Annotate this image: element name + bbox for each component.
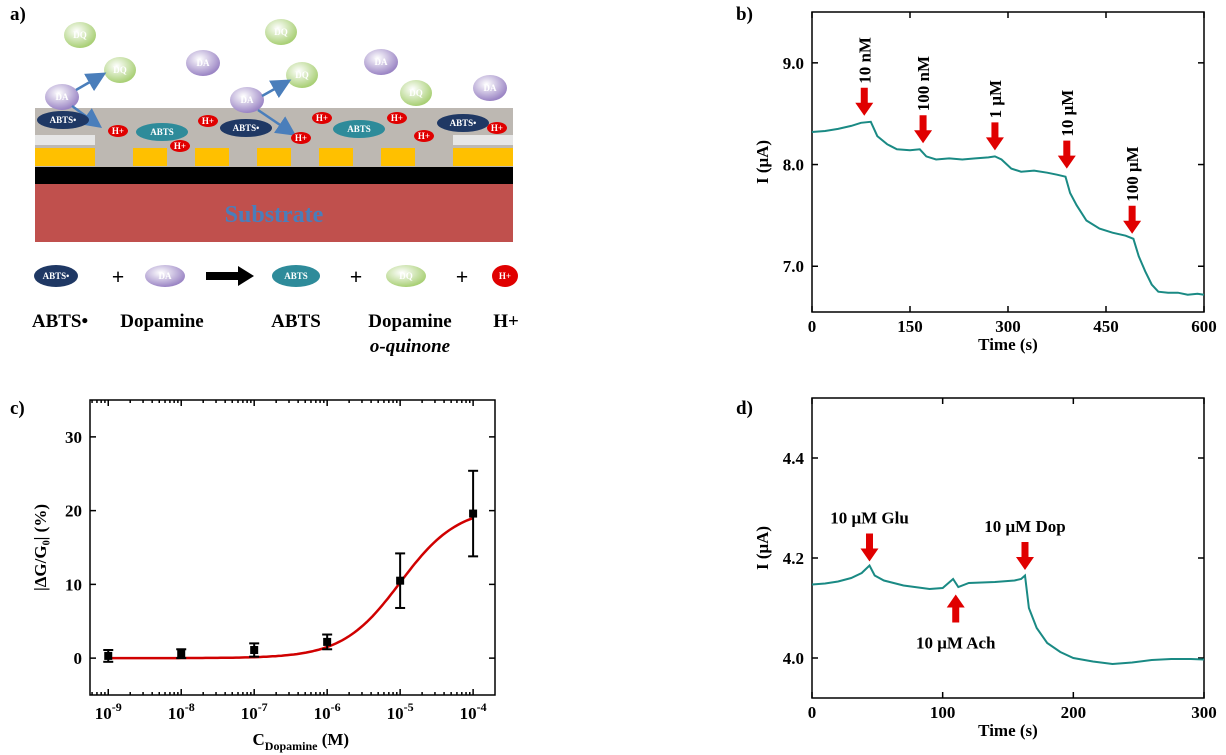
- concentration-label: 1 μM: [986, 80, 1005, 118]
- chart-c: 10-9 10-8 10-7 10-6 10-5 10-4 0 10 20 30 CDopamine…: [31, 400, 495, 753]
- event-arrow: [1016, 542, 1034, 570]
- x-tick-label: 450: [1093, 317, 1119, 336]
- concentration-label: 10 nM: [855, 37, 874, 84]
- x-tick-label: 100: [930, 703, 956, 722]
- x-tick-label: 10-8: [168, 700, 195, 723]
- event-arrow: [914, 115, 932, 143]
- x-axis-label: Time (s): [978, 721, 1038, 740]
- data-line: [812, 122, 1204, 295]
- data-point: [323, 638, 331, 646]
- event-arrow: [1058, 141, 1076, 169]
- y-axis-label: |ΔG/G₀| (%): [31, 504, 50, 591]
- y-axis-label: I (μA): [753, 526, 772, 570]
- data-point: [469, 510, 477, 518]
- x-tick-label: 0: [808, 703, 817, 722]
- data-point: [104, 652, 112, 660]
- x-tick-label: 300: [1191, 703, 1217, 722]
- data-line: [812, 566, 1204, 665]
- x-tick-label: 600: [1191, 317, 1217, 336]
- y-tick-label: 7.0: [783, 257, 804, 276]
- chart-b: 0 150 300 450 600 7.0 8.0 9.0 Time (s) I (μA) 10 n…: [753, 12, 1217, 354]
- y-tick-label: 20: [65, 502, 82, 521]
- x-tick-label: 10-4: [460, 700, 487, 723]
- x-axis-label: Time (s): [978, 335, 1038, 354]
- y-tick-label: 4.4: [783, 449, 805, 468]
- plot-frame: [90, 400, 495, 695]
- y-tick-label: 9.0: [783, 54, 804, 73]
- x-tick-label: 10-6: [314, 700, 341, 723]
- event-arrow: [947, 595, 965, 623]
- y-tick-label: 0: [74, 649, 83, 668]
- data-point: [177, 650, 185, 658]
- x-axis-label: CDopamine (M): [253, 730, 350, 753]
- x-tick-label: 150: [897, 317, 923, 336]
- x-tick-label: 300: [995, 317, 1021, 336]
- event-arrow: [860, 534, 878, 562]
- concentration-label: 100 μM: [1123, 146, 1142, 201]
- analyte-label: 10 μM Glu: [830, 509, 909, 528]
- y-tick-label: 10: [65, 575, 82, 594]
- x-tick-label: 200: [1061, 703, 1087, 722]
- y-tick-label: 4.0: [783, 649, 804, 668]
- x-tick-label: 10-7: [241, 700, 268, 723]
- fit-curve: [108, 518, 473, 658]
- concentration-label: 100 nM: [914, 56, 933, 111]
- analyte-label: 10 μM Dop: [984, 517, 1065, 536]
- y-tick-label: 4.2: [783, 549, 804, 568]
- event-arrow: [855, 88, 873, 116]
- y-tick-label: 8.0: [783, 156, 804, 175]
- x-tick-label: 10-5: [387, 700, 414, 723]
- y-tick-label: 30: [65, 428, 82, 447]
- data-point: [250, 646, 258, 654]
- chart-d: 0 100 200 300 4.0 4.2 4.4 Time (s) I (μA) 10 μM G…: [753, 398, 1217, 740]
- event-arrow: [986, 122, 1004, 150]
- x-tick-label: 10-9: [95, 700, 122, 723]
- concentration-label: 10 μM: [1058, 90, 1077, 137]
- x-tick-label: 0: [808, 317, 817, 336]
- y-axis-label: I (μA): [753, 140, 772, 184]
- data-point: [396, 577, 404, 585]
- analyte-label: 10 μM Ach: [916, 634, 996, 653]
- event-arrow: [1123, 206, 1141, 234]
